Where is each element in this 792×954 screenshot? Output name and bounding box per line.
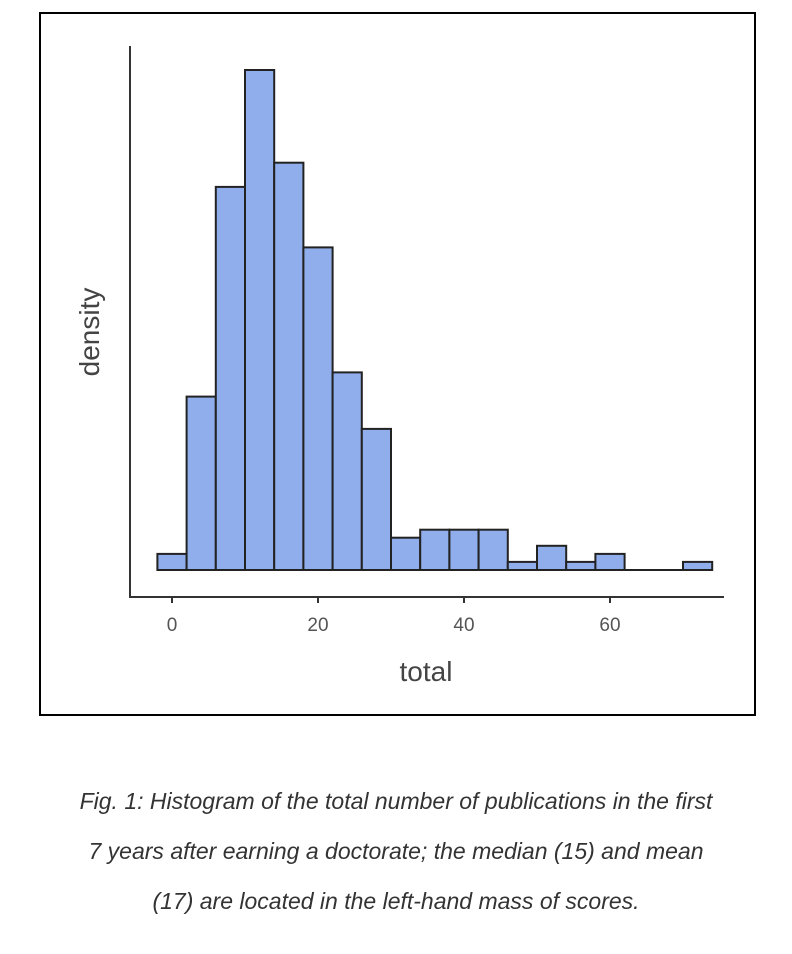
bars-layer	[156, 69, 714, 572]
histogram-bar	[156, 552, 188, 572]
histogram-bar	[390, 536, 422, 572]
histogram-bar	[331, 371, 363, 571]
y-axis-title: density	[74, 288, 105, 377]
histogram-bar	[419, 528, 451, 572]
x-tick-label: 40	[453, 615, 474, 636]
x-tick-label: 60	[599, 615, 620, 636]
x-tick-label: 0	[167, 615, 178, 636]
histogram-bar	[244, 69, 276, 571]
histogram-bar	[448, 528, 480, 572]
histogram-bar	[565, 560, 597, 572]
x-tick-label: 20	[307, 615, 328, 636]
histogram-bar	[682, 560, 714, 572]
histogram-bar	[536, 544, 568, 571]
histogram-bar	[214, 185, 247, 571]
x-axis-title: total	[400, 656, 453, 687]
histogram-bar	[185, 395, 217, 571]
histogram-bar	[273, 161, 305, 571]
figure-caption: Fig. 1: Histogram of the total number of…	[20, 776, 772, 926]
histogram-bar	[360, 427, 392, 571]
histogram-bar	[594, 552, 626, 572]
chart-frame: 0 20 40 60 total density	[39, 12, 756, 716]
histogram-bar	[302, 246, 334, 571]
histogram-bar	[477, 528, 509, 572]
caption-line-1: Fig. 1: Histogram of the total number of…	[79, 788, 713, 814]
histogram-bar	[506, 560, 538, 572]
ticks-layer: 0 20 40 60	[167, 597, 621, 636]
caption-line-2: 7 years after earning a doctorate; the m…	[88, 838, 704, 864]
caption-line-3: (17) are located in the left-hand mass o…	[152, 888, 640, 914]
histogram-chart: 0 20 40 60 total density	[74, 46, 724, 687]
axes-layer	[129, 46, 724, 598]
